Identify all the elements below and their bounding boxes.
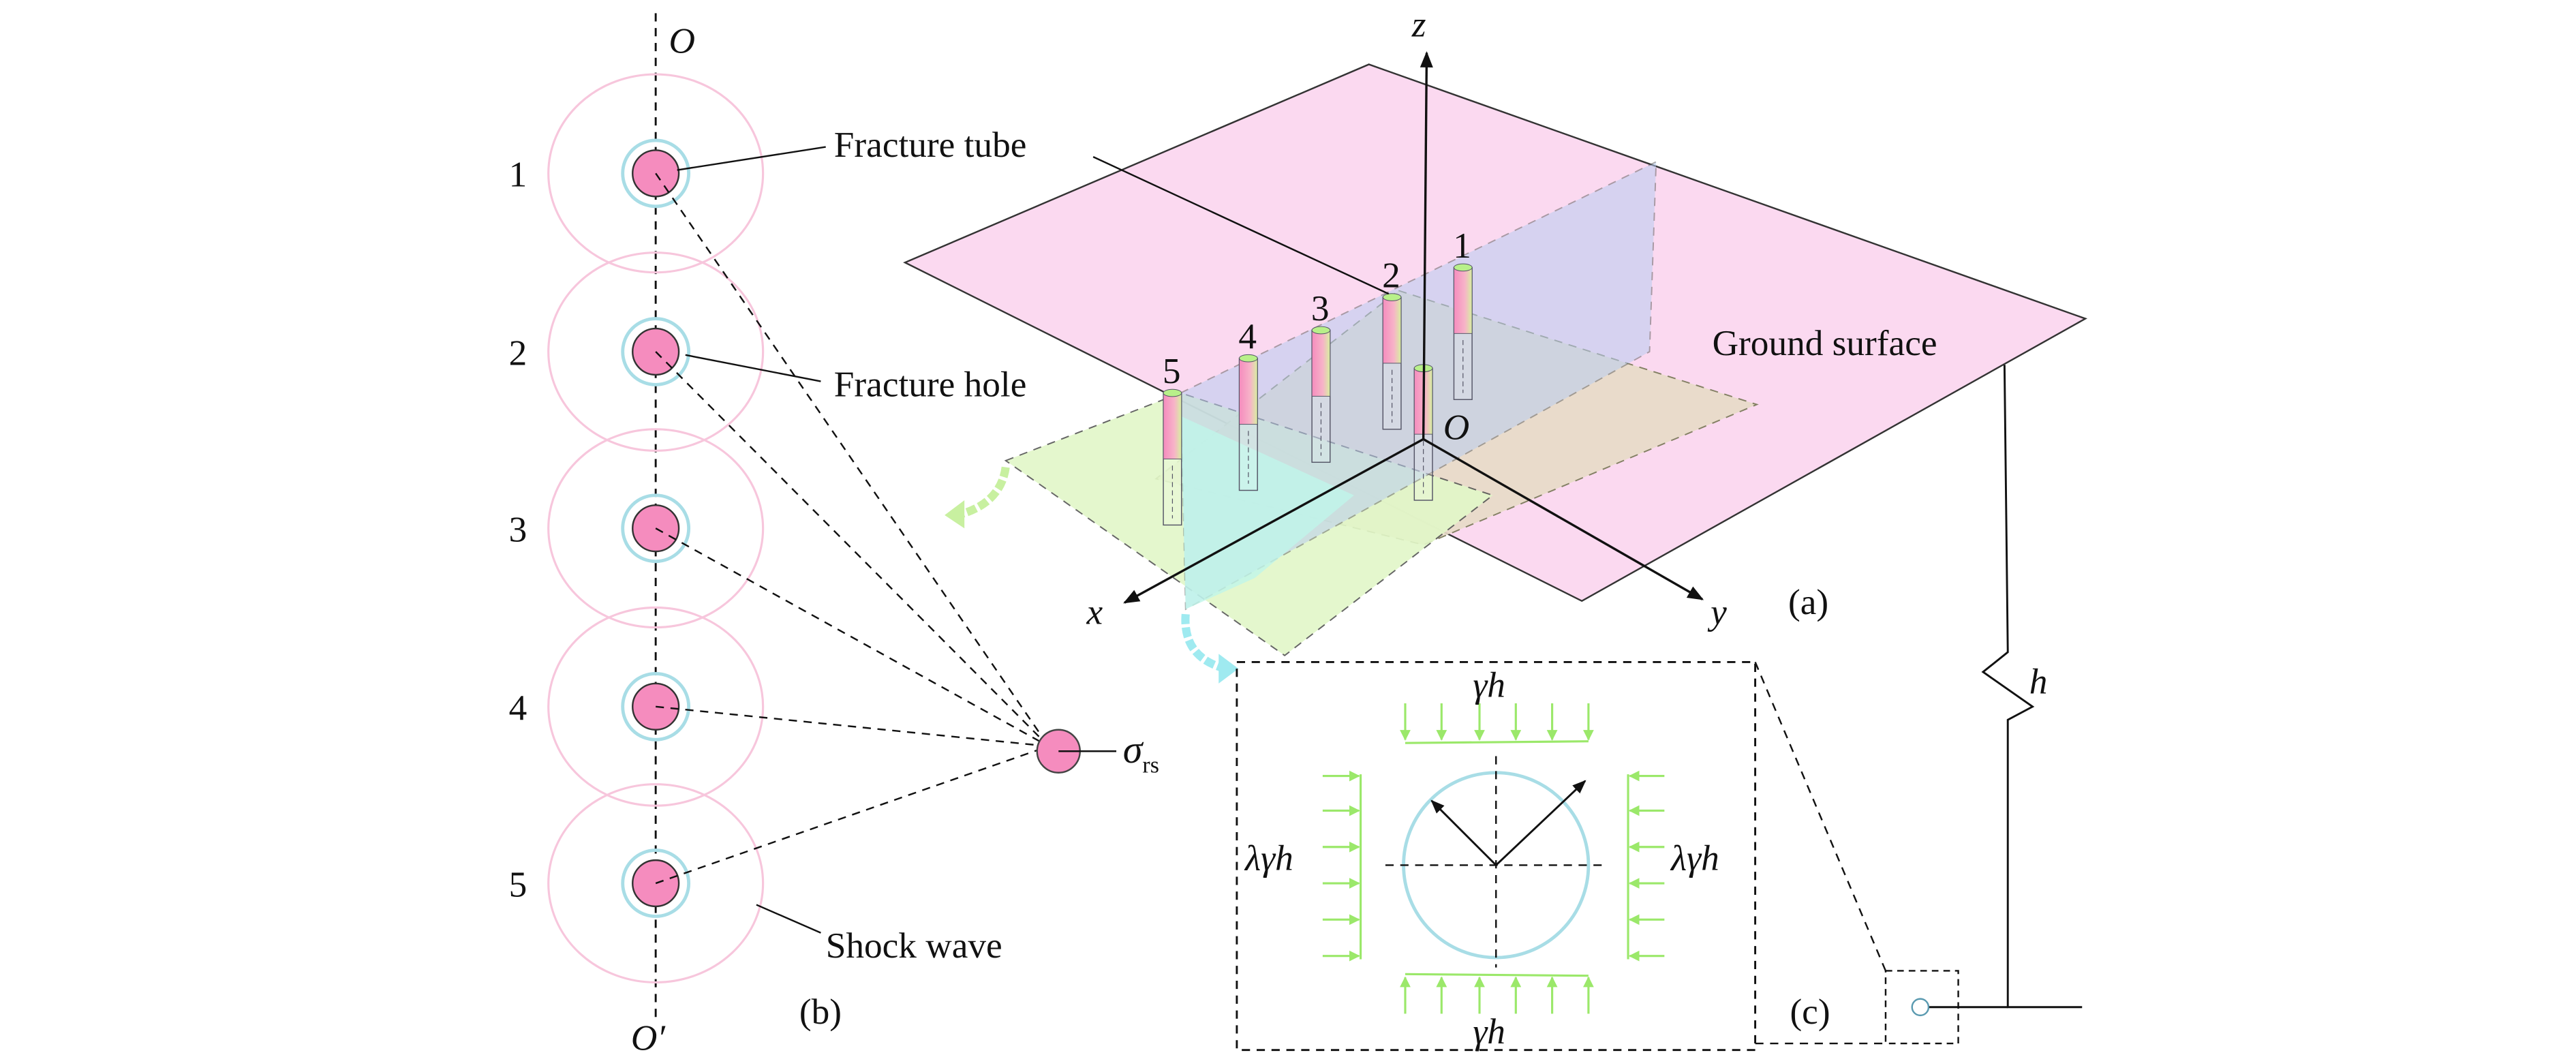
tube-number: 1 <box>1453 226 1471 266</box>
wave-path-line <box>656 705 1049 748</box>
vertical-plane-below <box>1180 416 1354 609</box>
shock-wave-circle <box>547 251 765 452</box>
tube-number: 5 <box>1163 351 1181 391</box>
hole-ring <box>621 671 691 741</box>
y-axis-label: y <box>1707 592 1727 632</box>
axis-bottom-label: O′ <box>631 1018 666 1055</box>
ground-surface-label: Ground surface <box>1713 323 1937 363</box>
blast-hole: 3 <box>509 428 765 629</box>
wave-path-line <box>655 528 1049 748</box>
shock-wave-circle <box>547 783 765 983</box>
fracture-tube: 3 <box>1311 288 1331 463</box>
panel-b-label: (b) <box>799 992 842 1032</box>
hole-number: 1 <box>509 155 527 195</box>
top-load-label: γh <box>1473 664 1505 705</box>
bottom-load-line <box>1405 973 1589 977</box>
hole-number: 5 <box>509 864 527 904</box>
shock-wave-circle <box>547 606 765 807</box>
radius-arrow-left <box>1430 799 1497 866</box>
z-axis <box>1420 51 1433 440</box>
zoom-connector-top <box>1754 661 1887 971</box>
radius-arrow-right <box>1495 780 1586 866</box>
fracture-tube: 4 <box>1238 316 1258 491</box>
small-tunnel-box <box>1884 970 1959 1045</box>
hole-ring <box>621 317 691 386</box>
hole-number: 2 <box>509 333 527 373</box>
panel-a: 1 2 3 4 5 z x y O Ground surface (a) h <box>903 4 2088 1009</box>
zoom-box <box>1236 660 1757 1052</box>
green-arrow-head <box>945 500 965 529</box>
tube-leader <box>677 146 826 171</box>
fracture-tube-label: Fracture tube <box>834 125 1027 165</box>
hole-number: 3 <box>509 510 527 550</box>
axis-top-label: O <box>669 21 695 61</box>
panel-a-label: (a) <box>1788 582 1828 622</box>
panel-c: (c) γh γh λγh λγh <box>1236 660 1959 1052</box>
fracture-tube: 1 <box>1453 226 1473 400</box>
origin-label: O <box>1443 407 1469 447</box>
tube-leader-a <box>1092 156 1390 295</box>
depth-label: h <box>2029 661 2048 701</box>
z-axis-label: z <box>1411 4 1426 44</box>
bottom-load-label: γh <box>1473 1011 1505 1052</box>
wave-path-line <box>655 172 1049 747</box>
x-axis-label: x <box>1086 592 1103 632</box>
blast-hole: 4 <box>509 606 765 807</box>
fracture-tube: 2 <box>1382 256 1402 430</box>
hole-number: 4 <box>509 688 527 728</box>
blast-hole: 5 <box>509 783 765 983</box>
right-load-label: λγh <box>1670 838 1719 878</box>
hole-ring <box>621 138 691 209</box>
wave-leader <box>756 904 821 934</box>
small-tunnel-circle <box>1911 998 1930 1017</box>
fracture-hole-label: Fracture hole <box>834 364 1027 404</box>
shock-wave-circle <box>547 428 765 629</box>
fracture-tube: 5 <box>1163 351 1182 526</box>
wave-path-line <box>655 351 1049 747</box>
tube-number: 2 <box>1382 256 1400 296</box>
hole-ring <box>621 493 691 564</box>
tube-number: 4 <box>1238 316 1257 356</box>
tube-number: 3 <box>1311 288 1330 328</box>
cyan-arrow-head <box>1218 654 1239 684</box>
x-axis <box>1123 438 1424 604</box>
cyan-curved-arrow <box>1181 613 1227 673</box>
panel-c-label: (c) <box>1790 992 1830 1032</box>
hole-leader <box>685 354 821 382</box>
blast-hole: 1 <box>509 73 765 274</box>
wave-path-line <box>655 745 1049 885</box>
top-load-line <box>1405 740 1589 744</box>
green-curved-arrow <box>956 466 1010 519</box>
shock-wave-label: Shock wave <box>826 926 1002 966</box>
y-axis <box>1422 438 1704 600</box>
panel-b: O O′ 1 2 3 4 5 σrs Fracture tube Fracture ho… <box>509 13 1159 1055</box>
blast-hole: 2 <box>509 251 765 452</box>
left-load-label: λγh <box>1244 838 1293 878</box>
stress-label: σrs <box>1123 727 1159 778</box>
shock-wave-circle <box>547 73 765 274</box>
hole-ring <box>621 848 691 918</box>
